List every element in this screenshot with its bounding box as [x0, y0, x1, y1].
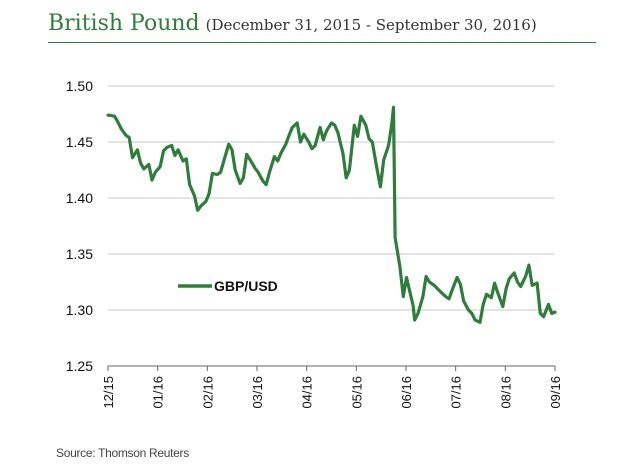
y-tick-label: 1.50: [66, 78, 93, 94]
x-tick-label: 05/16: [349, 376, 364, 409]
x-tick-label: 09/16: [548, 376, 563, 409]
legend-label: GBP/USD: [214, 278, 278, 294]
x-tick-label: 08/16: [498, 376, 513, 409]
y-tick-label: 1.40: [66, 190, 93, 206]
chart-title-bar: British Pound (December 31, 2015 - Septem…: [48, 8, 596, 43]
chart-subtitle: (December 31, 2015 - September 30, 2016): [205, 16, 537, 34]
x-tick-label: 06/16: [399, 376, 414, 409]
chart-title: British Pound: [48, 11, 200, 36]
x-tick-label: 03/16: [250, 376, 265, 409]
y-axis-ticks: 1.50 1.45 1.40 1.35 1.30 1.25: [66, 78, 93, 374]
legend: GBP/USD: [178, 278, 278, 294]
series-layer: [106, 105, 557, 324]
y-tick-label: 1.45: [66, 134, 93, 150]
x-axis: [107, 365, 556, 371]
x-tick-label: 01/16: [151, 376, 166, 409]
x-tick-label: 07/16: [449, 376, 464, 409]
x-tick-label: 04/16: [300, 376, 315, 409]
y-tick-label: 1.35: [66, 246, 93, 262]
x-tick-label: 02/16: [200, 376, 215, 409]
gridlines: [108, 85, 555, 311]
x-axis-ticks: 12/15 01/16 02/16 03/16 04/16 05/16 06/16 07/16…: [101, 376, 563, 409]
source-note: Source: Thomson Reuters: [56, 446, 189, 460]
x-tick-label: 12/15: [101, 376, 116, 409]
y-tick-label: 1.25: [66, 358, 93, 374]
y-tick-label: 1.30: [66, 302, 93, 318]
series-line-gbp-usd: [106, 105, 557, 324]
